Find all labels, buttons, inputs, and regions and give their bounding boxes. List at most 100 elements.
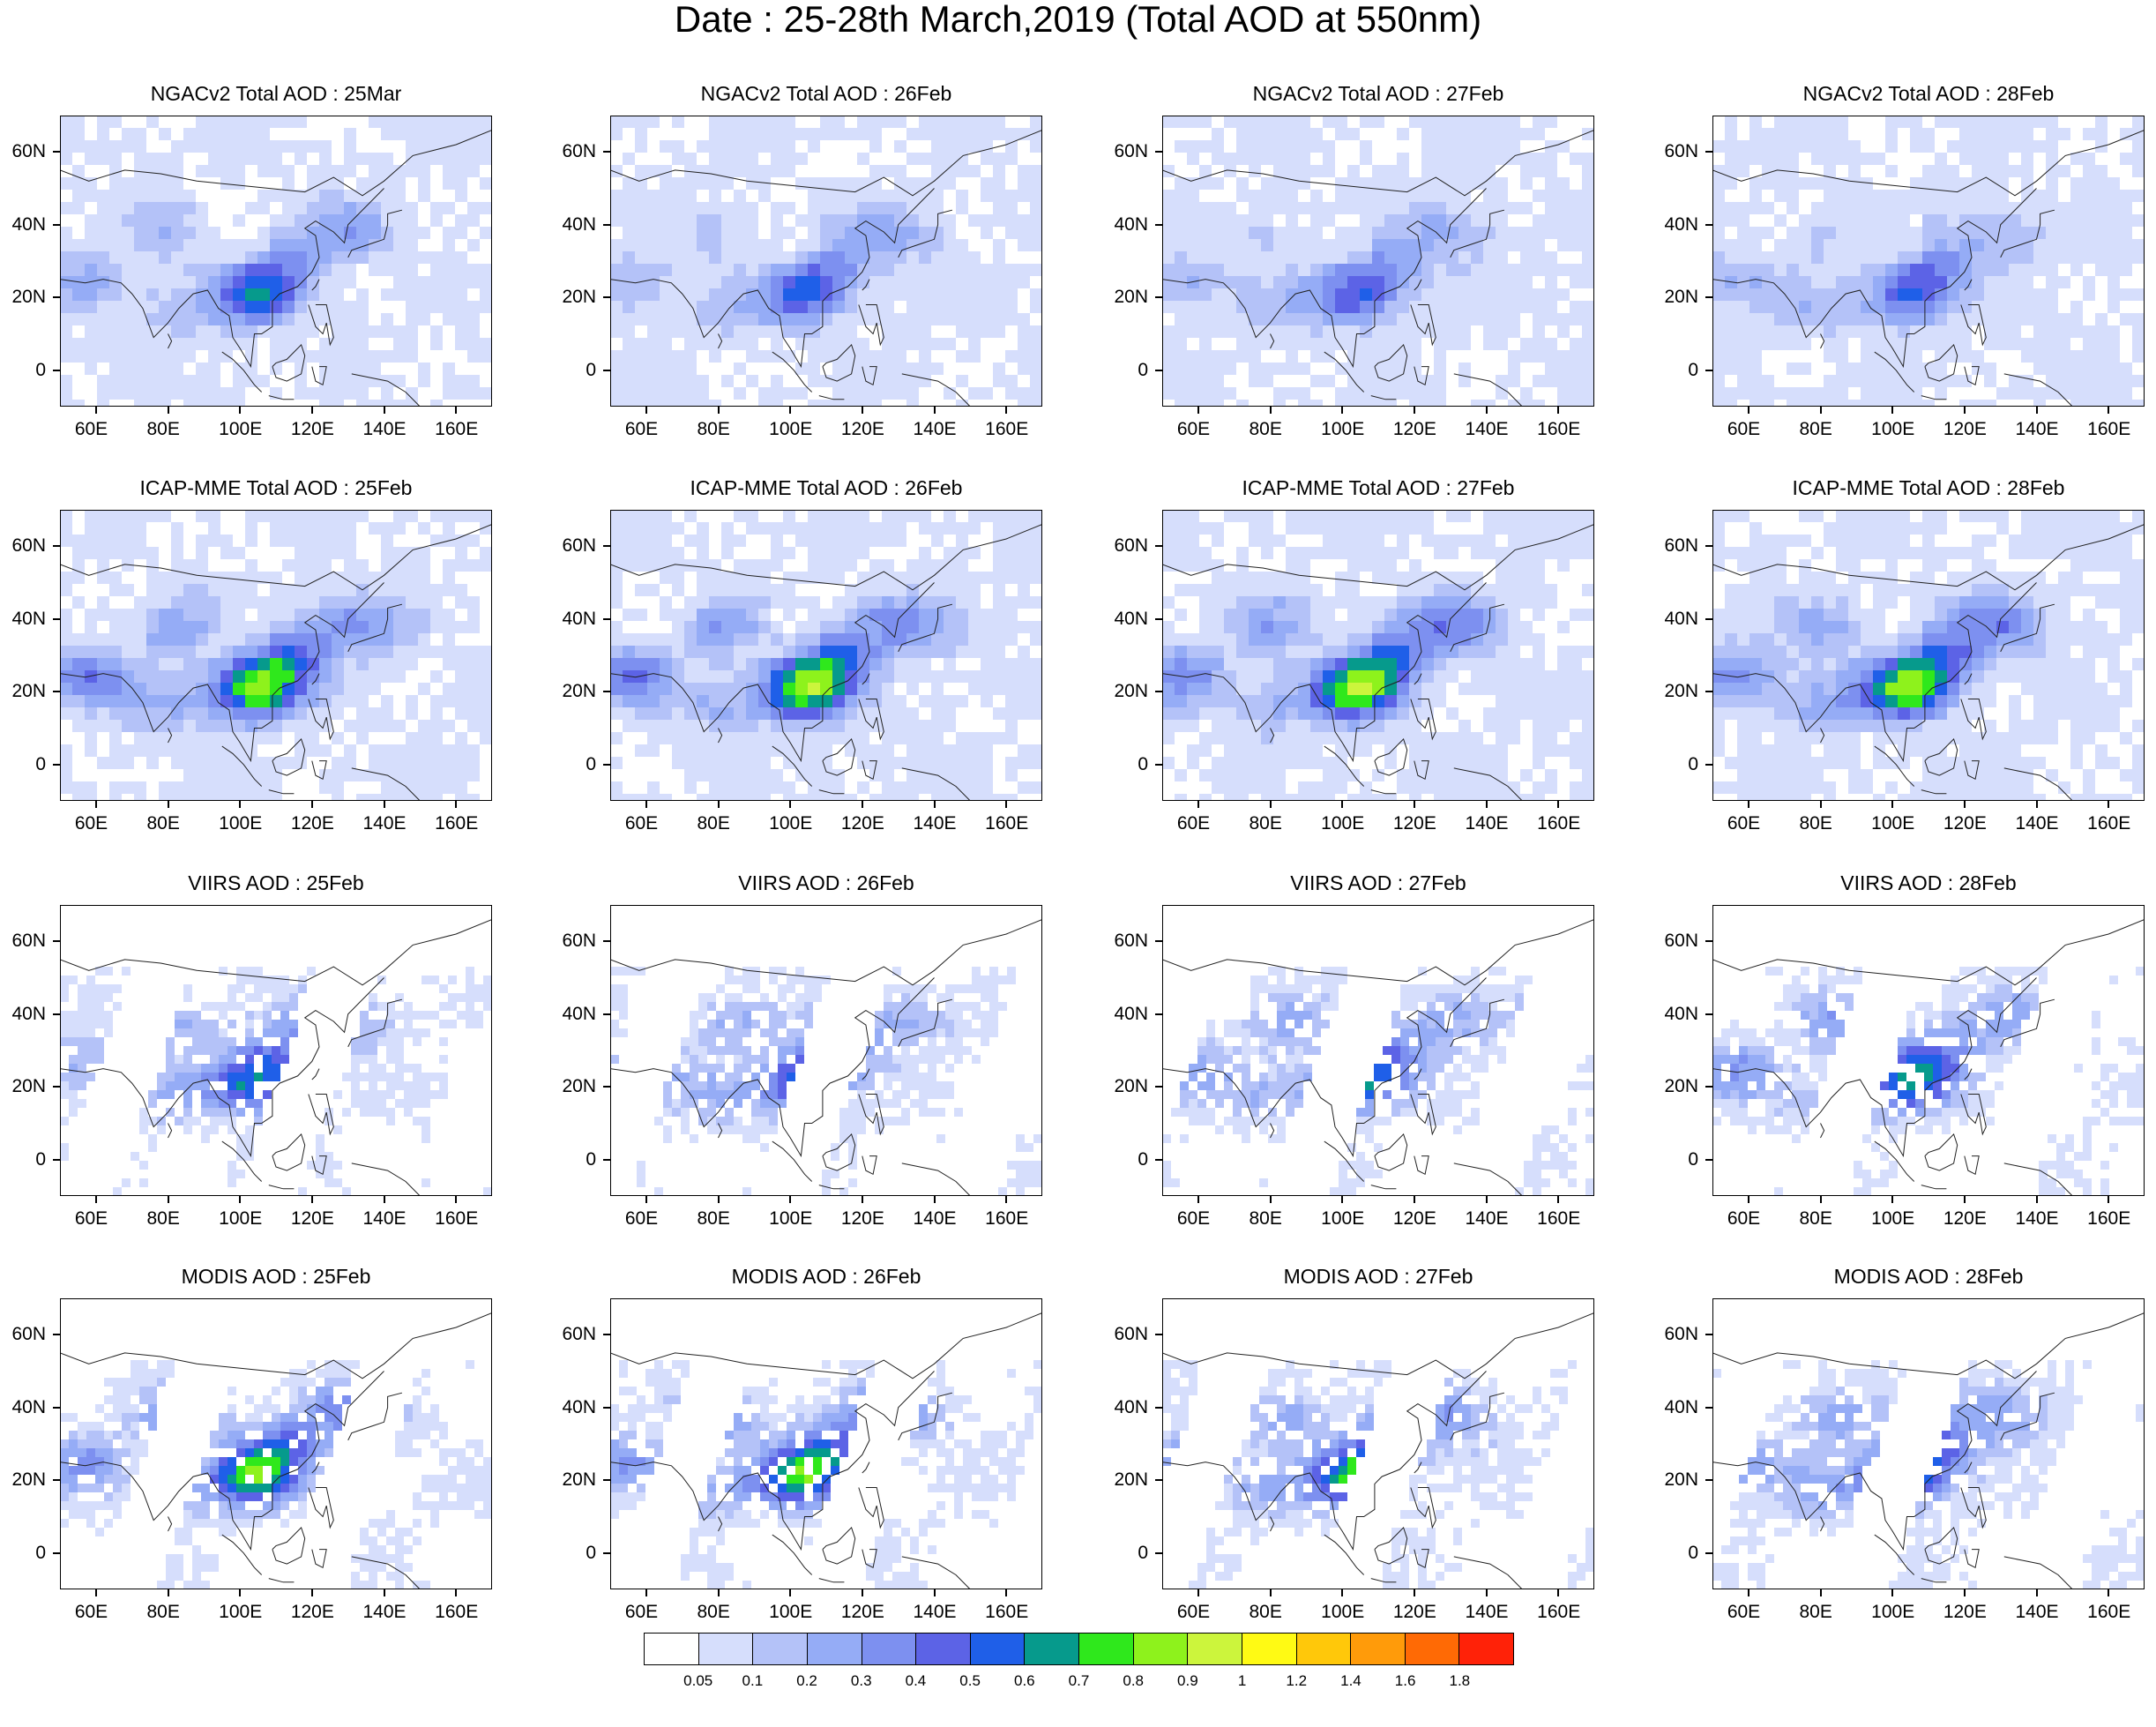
aod-cell: [1824, 338, 1837, 351]
aod-cell: [1483, 264, 1496, 277]
aod-cell: [857, 190, 870, 203]
aod-cell: [869, 214, 883, 228]
aod-cell: [72, 264, 86, 277]
aod-cell: [1774, 190, 1787, 203]
aod-cell: [1824, 363, 1837, 376]
aod-cell: [1725, 128, 1738, 141]
aod-cell: [672, 375, 685, 388]
aod-cell: [1236, 190, 1250, 203]
aod-cell: [931, 350, 944, 363]
aod-cell: [1935, 190, 1948, 203]
aod-cell: [1018, 547, 1031, 560]
aod-cell: [746, 350, 759, 363]
aod-cell: [183, 621, 197, 634]
aod-cell: [418, 596, 431, 609]
aod-cell: [295, 301, 308, 314]
aod-cell: [1725, 313, 1738, 326]
aod-cell: [1496, 177, 1509, 191]
aod-cell: [672, 227, 685, 240]
aod-cell: [1323, 227, 1336, 240]
aod-cell: [820, 547, 833, 560]
aod-cell: [2058, 128, 2071, 141]
aod-cell: [122, 400, 135, 407]
aod-cell: [771, 683, 784, 696]
aod-cell: [480, 363, 492, 376]
aod-cell: [245, 609, 258, 622]
aod-cell: [1323, 338, 1336, 351]
aod-cell: [981, 239, 994, 252]
aod-cell: [2132, 375, 2145, 388]
aod-cell: [430, 338, 444, 351]
coastline: [901, 373, 971, 407]
aod-cell: [220, 165, 234, 178]
aod-cell: [60, 227, 73, 240]
aod-cell: [1582, 264, 1594, 277]
aod-cell: [282, 301, 295, 314]
aod-cell: [2070, 375, 2084, 388]
aod-cell: [1236, 140, 1250, 153]
aod-cell: [758, 202, 772, 215]
aod-cell: [1175, 325, 1188, 339]
aod-cell: [721, 559, 735, 572]
aod-cell: [60, 214, 73, 228]
aod-cell: [1725, 227, 1738, 240]
aod-cell: [2095, 301, 2108, 314]
aod-cell: [647, 325, 660, 339]
aod-cell: [1286, 350, 1299, 363]
aod-cell: [1199, 190, 1212, 203]
aod-cell: [623, 338, 636, 351]
aod-cell: [783, 251, 796, 265]
x-tick-label: 120E: [1943, 419, 1987, 440]
aod-cell: [233, 707, 246, 721]
aod-cell: [171, 794, 184, 801]
aod-cell: [993, 264, 1006, 277]
aod-cell: [109, 165, 123, 178]
aod-cell: [1737, 363, 1750, 376]
aod-cell: [1737, 128, 1750, 141]
aod-cell: [1421, 338, 1435, 351]
aod-cell: [332, 375, 345, 388]
aod-cell: [159, 313, 172, 326]
aod-cell: [1861, 214, 1874, 228]
y-tick-label: 60N: [1109, 141, 1148, 162]
aod-cell: [1749, 387, 1763, 400]
aod-cell: [2120, 301, 2133, 314]
aod-cell: [709, 264, 722, 277]
aod-cell: [208, 190, 221, 203]
aod-cell: [869, 239, 883, 252]
aod-cell: [857, 288, 870, 302]
aod-cell: [282, 559, 295, 572]
aod-cell: [1030, 670, 1042, 684]
aod-cell: [709, 670, 722, 684]
aod-cell: [257, 695, 271, 708]
aod-cell: [2083, 387, 2096, 400]
aod-cell: [406, 744, 419, 758]
aod-cell: [931, 116, 944, 129]
aod-cell: [344, 301, 357, 314]
aod-cell: [968, 522, 981, 535]
y-tick-label: 40N: [557, 214, 596, 236]
aod-cell: [1384, 276, 1398, 289]
aod-cell: [746, 646, 759, 659]
aod-cell: [480, 190, 492, 203]
aod-cell: [672, 202, 685, 215]
aod-cell: [1162, 301, 1175, 314]
aod-cell: [72, 325, 86, 339]
aod-cell: [109, 547, 123, 560]
aod-cell: [122, 313, 135, 326]
aod-cell: [257, 140, 271, 153]
aod-cell: [332, 227, 345, 240]
aod-cell: [1458, 251, 1472, 265]
aod-cell: [430, 227, 444, 240]
aod-cell: [233, 288, 246, 302]
aod-cell: [307, 363, 320, 376]
x-tick-label: 160E: [2087, 419, 2130, 440]
aod-cell: [467, 658, 481, 671]
aod-cell: [623, 128, 636, 141]
aod-cell: [1030, 165, 1042, 178]
aod-cell: [257, 363, 271, 376]
aod-cell: [60, 757, 73, 770]
aod-cell: [85, 633, 98, 647]
aod-cell: [1774, 325, 1787, 339]
aod-cell: [1483, 313, 1496, 326]
